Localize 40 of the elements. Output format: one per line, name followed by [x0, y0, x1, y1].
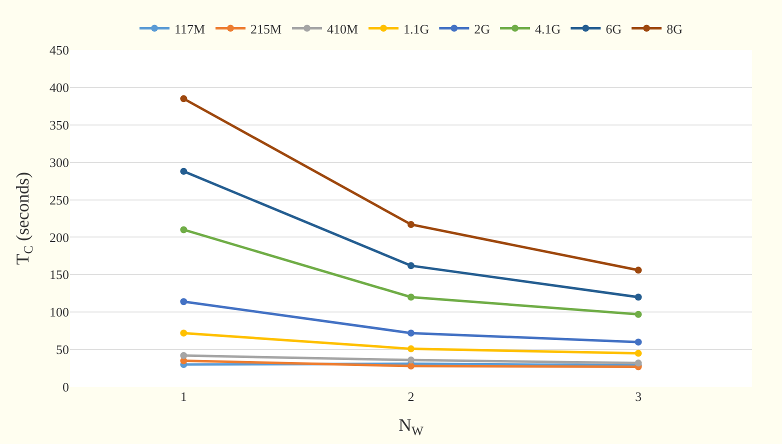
x-tick-label: 2	[408, 389, 414, 404]
point	[180, 226, 188, 234]
y-tick-label: 200	[50, 230, 69, 245]
point	[408, 262, 414, 270]
legend-label: 4.1G	[535, 21, 561, 36]
point	[180, 330, 188, 337]
legend-label: 1.1G	[404, 21, 430, 36]
point	[408, 362, 414, 370]
point	[408, 294, 414, 301]
point	[634, 310, 642, 318]
point	[180, 168, 188, 175]
x-tick-label: 3	[635, 389, 642, 404]
y-tick-label: 300	[50, 154, 69, 170]
point	[408, 220, 414, 228]
point	[634, 338, 642, 346]
x-axis-title: N$_{W}$	[398, 415, 424, 438]
legend-label: 8G	[666, 21, 682, 36]
y-tick-label: 0	[62, 380, 69, 395]
x-tick-label: 1	[180, 389, 187, 404]
legend-label: 215M	[250, 21, 282, 36]
y-tick-label: 100	[50, 304, 69, 320]
y-tick-label: 150	[50, 267, 69, 282]
legend-label: 117M	[174, 21, 206, 36]
legend-label: 2G	[474, 21, 490, 36]
legend-label: 6G	[606, 21, 622, 36]
y-tick-label: 400	[50, 80, 69, 95]
point	[634, 294, 642, 301]
y-tick-label: 250	[50, 192, 69, 208]
point	[634, 266, 642, 274]
point	[408, 356, 414, 364]
point	[634, 350, 642, 357]
legend-label: 410M	[327, 21, 359, 36]
point	[408, 345, 414, 352]
y-tick-label: 350	[50, 117, 69, 132]
point	[408, 330, 414, 337]
y-tick-label: 450	[50, 42, 69, 58]
point	[180, 298, 188, 306]
y-tick-label: 50	[56, 342, 69, 358]
point	[180, 352, 188, 360]
point	[180, 95, 188, 102]
